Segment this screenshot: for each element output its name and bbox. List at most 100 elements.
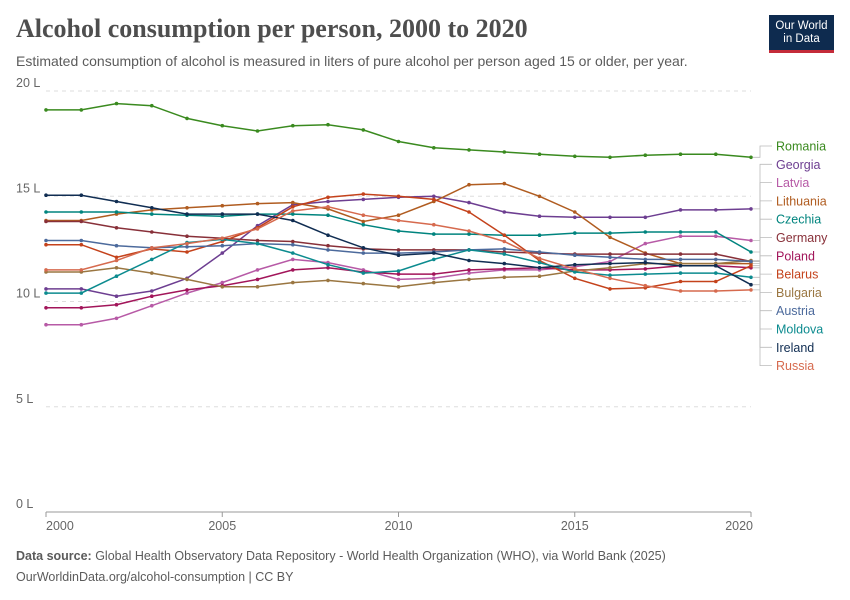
data-point[interactable]	[643, 241, 648, 246]
data-point[interactable]	[714, 289, 718, 293]
data-point[interactable]	[361, 246, 366, 250]
data-point[interactable]	[502, 210, 507, 214]
data-point[interactable]	[502, 239, 507, 244]
data-point[interactable]	[537, 266, 542, 270]
data-point[interactable]	[643, 252, 648, 256]
data-point[interactable]	[150, 271, 154, 275]
data-point[interactable]	[396, 194, 401, 199]
legend-entry-ireland[interactable]: Ireland	[776, 341, 814, 355]
data-point[interactable]	[185, 245, 189, 249]
data-point[interactable]	[502, 275, 507, 280]
data-point[interactable]	[573, 270, 577, 274]
data-point[interactable]	[220, 285, 225, 289]
data-point[interactable]	[291, 205, 295, 209]
legend-entry-romania[interactable]: Romania	[776, 140, 826, 154]
data-point[interactable]	[467, 271, 471, 275]
data-point[interactable]	[255, 212, 260, 216]
legend-entry-moldova[interactable]: Moldova	[776, 323, 823, 337]
data-point[interactable]	[326, 243, 330, 248]
data-point[interactable]	[573, 215, 577, 220]
data-point[interactable]	[608, 231, 612, 235]
data-point[interactable]	[255, 238, 260, 243]
legend-entry-austria[interactable]: Austria	[776, 304, 815, 318]
data-point[interactable]	[678, 279, 683, 284]
data-point[interactable]	[150, 206, 154, 210]
data-point[interactable]	[150, 257, 154, 262]
data-point[interactable]	[291, 251, 295, 255]
data-point[interactable]	[44, 238, 48, 243]
series-ireland[interactable]	[44, 193, 753, 287]
data-point[interactable]	[150, 294, 154, 299]
data-point[interactable]	[749, 250, 753, 254]
data-point[interactable]	[79, 219, 84, 224]
data-point[interactable]	[396, 253, 401, 257]
data-point[interactable]	[114, 294, 119, 299]
data-point[interactable]	[291, 239, 295, 244]
data-point[interactable]	[714, 208, 718, 212]
data-point[interactable]	[643, 153, 648, 157]
data-point[interactable]	[502, 181, 507, 186]
data-point[interactable]	[573, 154, 577, 159]
data-point[interactable]	[326, 199, 330, 204]
data-point[interactable]	[537, 256, 542, 261]
data-point[interactable]	[114, 274, 119, 279]
data-point[interactable]	[79, 108, 84, 112]
data-point[interactable]	[326, 213, 330, 217]
data-point[interactable]	[79, 287, 84, 291]
legend-entry-lithuania[interactable]: Lithuania	[776, 194, 827, 208]
data-point[interactable]	[749, 288, 753, 292]
data-point[interactable]	[502, 150, 507, 154]
data-point[interactable]	[537, 260, 542, 265]
data-point[interactable]	[291, 123, 295, 128]
data-point[interactable]	[432, 222, 436, 227]
data-point[interactable]	[608, 215, 612, 220]
data-point[interactable]	[361, 192, 366, 196]
data-point[interactable]	[467, 210, 471, 214]
data-point[interactable]	[185, 241, 189, 246]
data-point[interactable]	[114, 316, 119, 321]
data-point[interactable]	[326, 122, 330, 127]
data-point[interactable]	[291, 212, 295, 216]
data-point[interactable]	[643, 215, 648, 220]
data-point[interactable]	[749, 238, 753, 243]
data-point[interactable]	[396, 213, 401, 217]
data-point[interactable]	[432, 146, 436, 150]
data-point[interactable]	[396, 218, 401, 223]
data-point[interactable]	[432, 276, 436, 281]
data-point[interactable]	[502, 252, 507, 256]
data-point[interactable]	[361, 281, 366, 286]
data-point[interactable]	[678, 271, 683, 275]
data-point[interactable]	[678, 263, 683, 268]
data-point[interactable]	[326, 266, 330, 270]
data-point[interactable]	[396, 272, 401, 276]
series-germany[interactable]	[44, 219, 753, 264]
data-point[interactable]	[608, 261, 612, 266]
data-point[interactable]	[114, 101, 119, 106]
data-point[interactable]	[361, 251, 366, 255]
data-point[interactable]	[255, 285, 260, 289]
data-point[interactable]	[749, 282, 753, 287]
data-point[interactable]	[220, 123, 225, 128]
data-point[interactable]	[502, 247, 507, 251]
data-point[interactable]	[44, 193, 48, 197]
data-point[interactable]	[432, 251, 436, 255]
data-point[interactable]	[361, 213, 366, 217]
data-point[interactable]	[44, 287, 48, 291]
data-point[interactable]	[44, 306, 48, 310]
data-point[interactable]	[608, 235, 612, 240]
data-point[interactable]	[502, 261, 507, 266]
data-point[interactable]	[255, 277, 260, 282]
data-point[interactable]	[396, 139, 401, 144]
data-point[interactable]	[326, 195, 330, 200]
data-point[interactable]	[608, 287, 612, 291]
data-point[interactable]	[749, 263, 753, 268]
data-point[interactable]	[608, 252, 612, 256]
data-point[interactable]	[79, 322, 84, 327]
data-point[interactable]	[467, 182, 471, 187]
data-point[interactable]	[467, 148, 471, 152]
data-point[interactable]	[185, 277, 189, 282]
data-point[interactable]	[79, 306, 84, 310]
data-point[interactable]	[220, 251, 225, 255]
legend-entry-germany[interactable]: Germany	[776, 231, 828, 245]
data-point[interactable]	[79, 291, 84, 295]
